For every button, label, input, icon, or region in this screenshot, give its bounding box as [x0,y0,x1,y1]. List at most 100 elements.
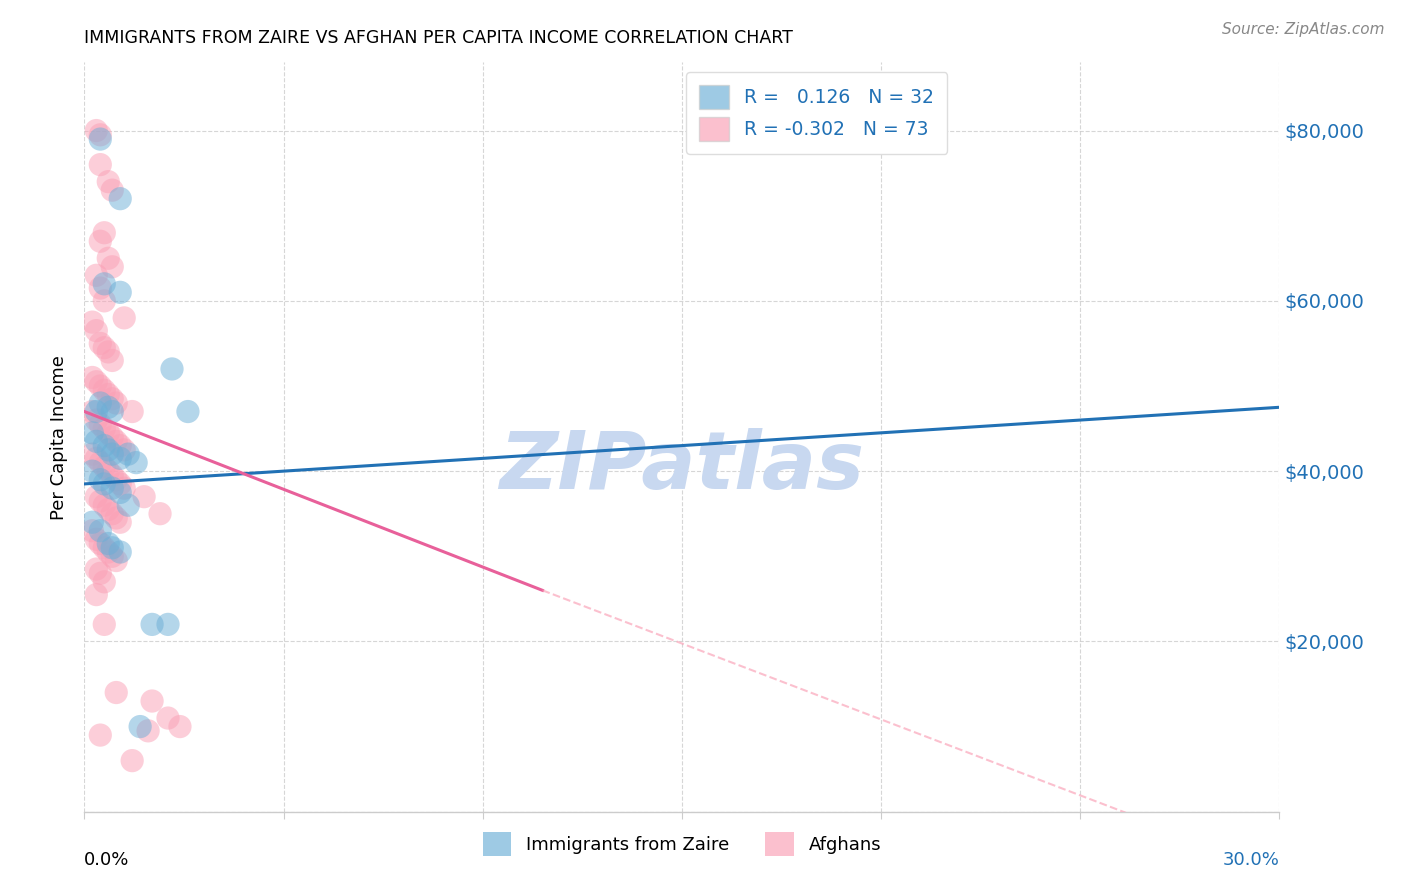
Point [149,507,172,521]
Point [89,456,111,470]
Point [141,617,163,632]
Point [82,447,104,461]
Point [101,481,124,495]
Point [97,464,120,478]
Point [101,353,124,368]
Point [93,293,115,308]
Point [101,541,124,555]
Point [82,370,104,384]
Point [82,515,104,529]
Point [157,711,180,725]
Point [82,464,104,478]
Point [110,439,132,453]
Point [110,515,132,529]
Point [97,252,120,266]
Point [101,447,124,461]
Point [97,536,120,550]
Point [89,128,111,142]
Point [112,442,135,457]
Point [110,545,132,559]
Point [89,728,111,742]
Point [93,439,115,453]
Point [121,754,143,768]
Point [93,476,115,491]
Point [101,260,124,274]
Point [89,281,111,295]
Point [93,384,115,398]
Point [89,396,111,410]
Point [169,720,191,734]
Text: 30.0%: 30.0% [1223,851,1279,869]
Point [101,468,124,483]
Point [160,362,183,376]
Point [125,456,148,470]
Point [129,720,152,734]
Point [82,524,104,538]
Point [101,507,124,521]
Point [97,401,120,415]
Point [89,566,111,581]
Point [86,123,108,137]
Point [101,404,124,418]
Point [110,285,132,300]
Point [86,490,108,504]
Point [86,588,108,602]
Point [93,574,115,589]
Point [117,447,139,461]
Point [110,485,132,500]
Point [97,387,120,401]
Point [97,545,120,559]
Point [136,723,159,738]
Point [101,430,124,444]
Point [105,434,128,449]
Point [86,375,108,389]
Text: IMMIGRANTS FROM ZAIRE VS AFGHAN PER CAPITA INCOME CORRELATION CHART: IMMIGRANTS FROM ZAIRE VS AFGHAN PER CAPI… [84,29,793,47]
Point [157,617,180,632]
Point [101,549,124,564]
Point [89,234,111,248]
Point [105,553,128,567]
Point [89,417,111,432]
Point [89,132,111,146]
Point [82,425,104,440]
Point [86,562,108,576]
Point [97,175,120,189]
Point [97,345,120,359]
Point [121,404,143,418]
Point [86,324,108,338]
Point [93,541,115,555]
Point [93,277,115,291]
Point [101,183,124,197]
Point [105,473,128,487]
Point [105,511,128,525]
Point [82,404,104,418]
Point [86,434,108,449]
Text: 0.0%: 0.0% [84,851,129,869]
Point [93,341,115,355]
Point [89,536,111,550]
Point [97,425,120,440]
Point [89,473,111,487]
Point [93,459,115,474]
Point [86,413,108,427]
Point [117,498,139,512]
Point [89,524,111,538]
Point [86,451,108,466]
Text: Source: ZipAtlas.com: Source: ZipAtlas.com [1222,22,1385,37]
Point [89,379,111,393]
Point [89,336,111,351]
Text: ZIPatlas: ZIPatlas [499,428,865,506]
Point [93,421,115,435]
Point [105,685,128,699]
Point [86,404,108,418]
Point [93,498,115,512]
Point [110,192,132,206]
Point [132,490,156,504]
Point [86,533,108,547]
Point [101,392,124,406]
Point [112,310,135,325]
Point [177,404,200,418]
Legend: Immigrants from Zaire, Afghans: Immigrants from Zaire, Afghans [468,818,896,870]
Point [89,158,111,172]
Point [110,451,132,466]
